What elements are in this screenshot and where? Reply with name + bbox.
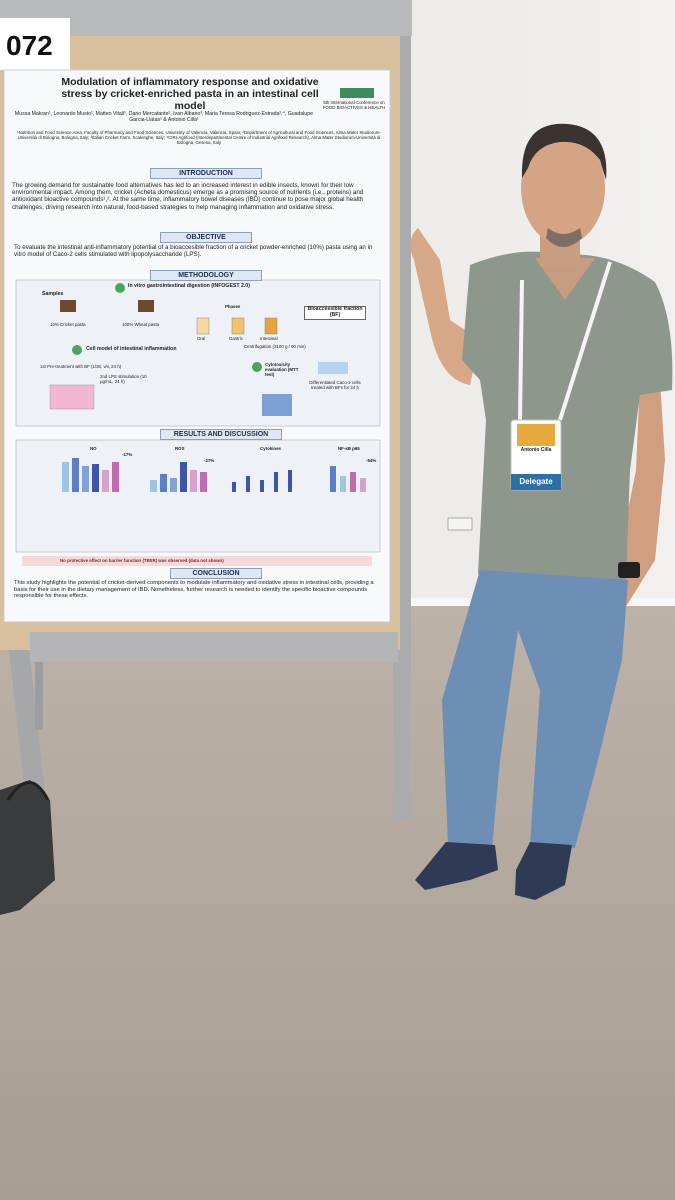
board-bottom-frame [30,632,398,662]
change-label: -54% [366,458,377,463]
board-leg [35,640,43,730]
thumb-bar [246,476,250,492]
thumb-bar [92,464,99,492]
section-heading: INTRODUCTION [150,168,262,179]
wall-socket [447,517,473,531]
thumb-bar [62,462,69,492]
label: Phases [225,304,241,309]
label: Samples [42,291,64,297]
label: 100% Wheat pasta [122,322,160,327]
step-badge [115,283,125,293]
cells-icon [318,362,348,374]
thumb-bar [102,470,109,492]
results-note: No protective effect on barrier function… [60,558,224,563]
panel-label: NO [90,446,97,451]
well-plate-icon [49,384,95,410]
beard [546,228,582,247]
tube-icon [264,317,278,335]
poster-affiliations: ¹Nutrition and Food Science Area, Facult… [17,130,381,146]
note-strip [22,556,372,566]
thumb-bar [232,482,236,492]
number-tag [0,18,70,70]
section-heading: METHODOLOGY [150,270,262,281]
bag [0,780,55,915]
arm-left [410,228,480,385]
thumb-bar [190,470,197,492]
conference-name: 5th International Conference on FOOD BIO… [322,100,386,111]
watch [618,562,640,578]
thumb-bar [72,458,79,492]
thumb-bar [112,462,119,492]
section-heading: RESULTS AND DISCUSSION [160,429,282,440]
change-label: -17% [122,452,133,457]
thumb-bar [360,478,366,492]
label: 10% Cricket pasta [50,322,86,327]
label: 2nd LPS stimulation (10 µg/mL, 24 h) [100,374,147,385]
thumb-bar [180,462,187,492]
polo-shirt [462,251,673,584]
plate-icon [262,394,292,416]
step-badge [252,362,262,372]
introduction-text: The growing demand for sustainable food … [12,182,364,211]
panel-label: NF-κB p65 [338,446,360,451]
conference-logo [340,88,374,98]
label: Intestinal [260,336,278,341]
neck [535,258,595,300]
label: Oral [197,336,206,341]
label: Cytotoxicity evaluation (MTT test) [265,362,299,378]
board-number: 072 [6,30,53,61]
label: In vitro gastrointestinal digestion (INF… [128,283,250,289]
shoe [515,842,572,900]
poster-authors: Mussa Makran¹, Leonardo Musto¹, Matteo V… [14,111,314,123]
sample-icon [60,300,76,312]
panel-label: Cytokines [260,446,281,451]
jeans [442,570,628,848]
tube-icon [231,317,245,335]
badge-name: Antonio Cilla [520,447,552,453]
label: 1st Pre-treatment with BF (1/30, v/v, 24… [40,364,122,369]
change-label: -27% [204,458,215,463]
thumb-bar [160,474,167,492]
panel-label: ROS [175,446,185,451]
label: Gastric [229,336,243,341]
badge-strip [511,474,561,490]
label: Centrifugation (3100 g / 90 min) [244,344,306,349]
label: Cell model of intestinal inflammation [86,346,177,352]
thumb-bar [82,466,89,492]
thumb-bar [170,478,177,492]
label: Bioaccessible fraction (BF) [304,306,366,320]
poster-title: Modulation of inflammatory response and … [61,76,319,113]
shoe [415,842,498,890]
section-heading: OBJECTIVE [160,232,252,243]
result-thumbnails [62,458,366,492]
person [410,123,673,900]
section-heading: CONCLUSION [170,568,262,579]
hair [521,123,607,180]
objective-text: To evaluate the intestinal anti-inflamma… [14,244,373,259]
bag-strap [6,781,50,801]
badge-role: Delegate [519,477,553,486]
thumb-bar [330,466,336,492]
conclusion-text: This study highlights the potential of c… [14,580,374,600]
lanyard [518,261,612,421]
thumb-bar [340,476,346,492]
thumb-bar [260,480,264,492]
sample-icon [138,300,154,312]
face [521,131,605,245]
thumb-bar [274,472,278,492]
thumb-bar [288,470,292,492]
label: Differentiated Caco-2 cells treated with… [309,380,361,391]
step-badge [72,345,82,355]
thumb-bar [150,480,157,492]
tube-icon [196,317,210,335]
badge-logo [517,424,555,446]
thumb-bar [200,472,207,492]
results-box [15,439,381,553]
thumb-bar [350,472,356,492]
